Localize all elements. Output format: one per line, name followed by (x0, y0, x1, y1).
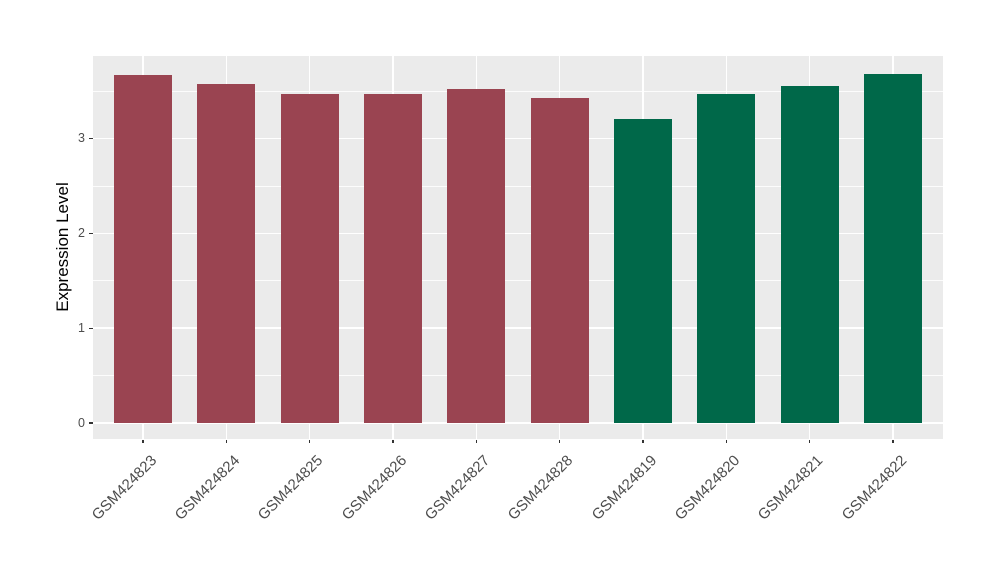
bar-GSM424821 (780, 86, 839, 423)
y-axis-tick-mark (89, 422, 93, 424)
x-tick-label: GSM424827 (421, 452, 494, 524)
x-tick-label: GSM424823 (88, 452, 161, 524)
x-axis-tick-mark (809, 439, 811, 443)
x-tick-label: GSM424826 (338, 452, 411, 524)
bar-GSM424820 (697, 93, 756, 423)
bar-GSM424825 (280, 93, 339, 423)
gridline-minor-horizontal (93, 280, 943, 282)
x-axis-tick-mark (892, 439, 894, 443)
gridline-major-horizontal (93, 422, 943, 424)
x-axis-tick-mark (559, 439, 561, 443)
bar-GSM424819 (613, 118, 673, 423)
y-tick-label: 1 (78, 320, 85, 335)
x-tick-label: GSM424819 (588, 452, 661, 524)
bar-GSM424828 (530, 97, 589, 423)
y-tick-label: 2 (78, 225, 85, 240)
gridline-minor-horizontal (93, 375, 943, 377)
bar-GSM424822 (863, 74, 923, 423)
x-tick-label: GSM424828 (505, 452, 577, 524)
x-axis-tick-mark (225, 439, 227, 443)
plot-panel (93, 56, 943, 439)
bar-GSM424824 (197, 84, 256, 423)
gridline-major-horizontal (93, 327, 943, 329)
gridline-minor-horizontal (93, 90, 943, 92)
x-tick-label: GSM424820 (671, 452, 744, 524)
x-axis-tick-mark (642, 439, 644, 443)
y-axis-tick-mark (89, 232, 93, 234)
x-tick-label: GSM424821 (755, 452, 827, 524)
gridline-major-horizontal (93, 137, 943, 140)
x-axis-tick-mark (725, 439, 727, 443)
bar-GSM424826 (363, 93, 423, 423)
x-axis-tick-mark (392, 439, 394, 443)
x-tick-label: GSM424825 (255, 452, 327, 524)
x-axis-tick-mark (142, 439, 144, 443)
y-tick-label: 3 (78, 131, 85, 146)
gridline-major-horizontal (93, 232, 943, 235)
bar-GSM424823 (113, 75, 173, 423)
x-axis-tick-mark (475, 439, 477, 443)
x-tick-label: GSM424822 (838, 452, 911, 524)
y-axis-title: Expression Level (53, 182, 72, 312)
y-axis-tick-mark (89, 327, 93, 329)
y-axis-tick-mark (89, 137, 93, 140)
gridline-minor-horizontal (93, 185, 943, 187)
y-tick-label: 0 (78, 415, 85, 430)
x-tick-label: GSM424824 (171, 452, 244, 524)
x-axis-tick-mark (309, 439, 311, 443)
bar-GSM424827 (447, 89, 506, 423)
